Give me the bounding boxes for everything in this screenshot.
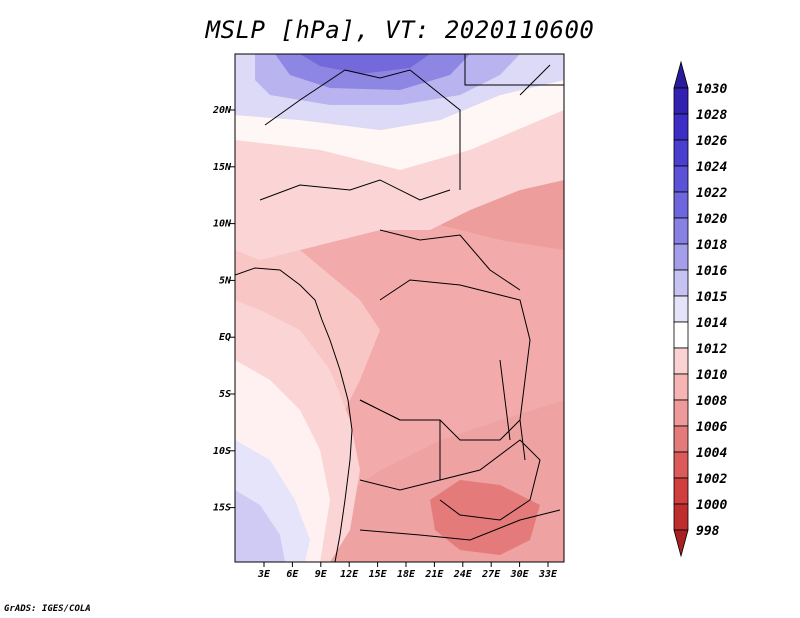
colorbar-segment [673,269,689,297]
map-frame [234,53,565,563]
country-borders [235,54,564,562]
algeria-border [264,69,346,126]
lon-tick-label: 9E [315,569,328,580]
colorbar-bottom-triangle [673,529,689,558]
colorbar-label: 1020 [696,212,727,227]
west-coastline [235,267,353,562]
contour-1012-north [235,110,564,260]
grads-credit: GrADS: IGES/COLA [4,604,91,614]
contour-1014 [235,80,564,170]
pressure-field [235,54,564,562]
lon-tick-label: 3E [257,569,271,580]
lat-tick-label: 15N [213,162,232,173]
latitude-axis: 20N 15N 10N 5N EQ 5S 10S 15S [212,105,235,514]
colorbar-segment [673,425,689,453]
lat-tick-label: 5N [219,275,232,286]
colorbar-label: 1004 [696,446,727,461]
colorbar-segment [673,373,689,401]
east-lakes [499,359,526,461]
lon-tick-label: 6E [286,569,299,580]
colorbar-label: 1015 [696,290,727,305]
colorbar-label: 1006 [696,420,727,435]
colorbar-segment [673,321,689,349]
chad-car-border [379,229,521,291]
lat-tick-label: 10S [213,446,231,457]
colorbar-label: 1026 [696,134,727,149]
contour-1016-atlantic [235,490,285,562]
colorbar-label: 1012 [696,342,727,357]
colorbar-segment [673,139,689,167]
colorbar-segment [673,217,689,245]
colorbar-label: 1028 [696,108,727,123]
lon-tick-label: 24E [453,569,473,580]
colorbar-segment [673,503,689,531]
colorbar: 1030 1028 1026 1024 1022 1020 1018 1016 1015 1014… [673,60,727,558]
colorbar-segment [673,451,689,479]
southern-border [359,509,561,541]
lat-tick-label: EQ [219,332,231,343]
colorbar-label: 1000 [696,498,727,513]
lon-tick-label: 18E [397,569,416,580]
angola-border [359,399,441,491]
colorbar-top-triangle [673,60,689,89]
lon-tick-label: 30E [510,569,530,580]
colorbar-segment [673,295,689,323]
colorbar-segment [673,191,689,219]
lat-tick-label: 20N [212,105,232,116]
colorbar-segment [673,87,689,115]
colorbar-label: 1002 [696,472,727,487]
colorbar-label: 1016 [696,264,727,279]
lon-tick-label: 27E [481,569,501,580]
contour-1020 [300,54,430,74]
colorbar-label: 1022 [696,186,727,201]
colorbar-segment [673,243,689,271]
lon-tick-label: 33E [538,569,558,580]
colorbar-segment [673,165,689,193]
colorbar-label: 1024 [696,160,727,175]
red-sea-coast [519,64,551,96]
map-title: MSLP [hPa], VT: 2020110600 [205,16,595,44]
colorbar-label: 1010 [696,368,727,383]
lat-tick-label: 10N [213,219,232,230]
longitude-axis: 3E 6E 9E 12E 15E 18E 21E 24E 27E 30E 33E [257,562,558,580]
colorbar-segment [673,477,689,505]
colorbar-segment [673,347,689,375]
nile-border [464,54,564,86]
colorbar-label: 998 [696,524,720,539]
lon-tick-label: 21E [424,569,444,580]
libya-chad-border [344,69,461,190]
colorbar-segment [673,399,689,427]
lat-tick-label: 15S [213,503,231,514]
colorbar-label: 1014 [696,316,727,331]
lat-tick-label: 5S [219,389,231,400]
lon-tick-label: 12E [340,569,359,580]
contour-1004 [430,480,540,555]
colorbar-label: 1018 [696,238,727,253]
colorbar-label: 1030 [696,82,727,97]
colorbar-label: 1008 [696,394,727,409]
lon-tick-label: 15E [369,569,388,580]
colorbar-segment [673,113,689,141]
zambia-border [439,439,541,521]
sahel-border [259,179,451,201]
